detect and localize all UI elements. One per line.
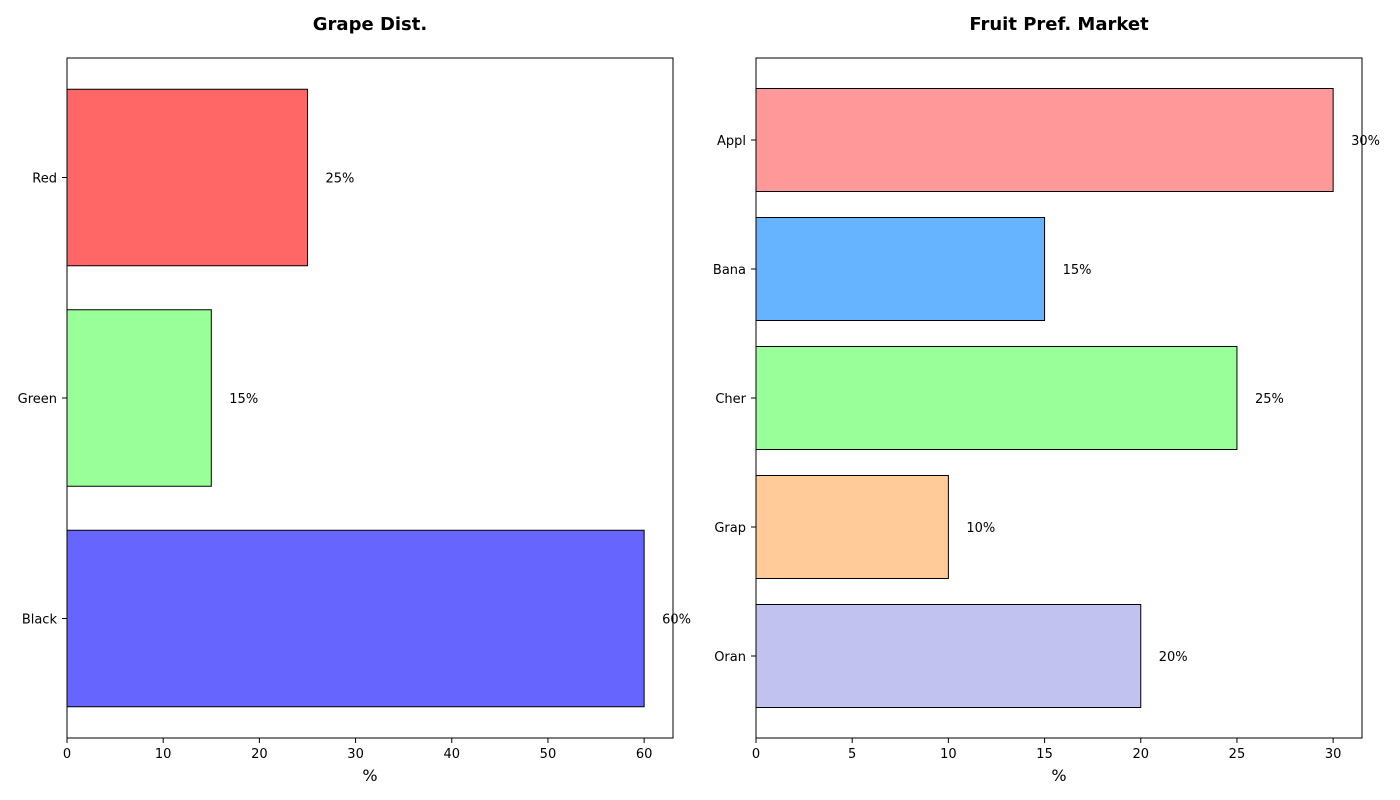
y-tick-label: Cher	[715, 392, 746, 407]
y-axis: Appl Bana Cher Grap Oran	[713, 134, 756, 665]
x-tick-label: 20	[251, 747, 268, 762]
x-tick-label: 30	[347, 747, 364, 762]
bar-cher	[755, 346, 1238, 450]
bars	[66, 88, 645, 708]
bar-red	[66, 88, 308, 267]
x-axis: 0 5 10 15 20 25 30	[752, 738, 1342, 762]
bar-oran	[755, 604, 1142, 708]
value-label-green: 15%	[229, 392, 258, 407]
chart-fruit-preference-market: Fruit Pref. Market 30% 15% 25% 10% 20% Appl B…	[713, 14, 1380, 785]
y-axis: Red Green Black	[18, 172, 67, 628]
x-tick-label: 15	[1036, 747, 1053, 762]
x-tick-label: 10	[940, 747, 957, 762]
x-axis: 0 10 20 30 40 50 60	[63, 738, 653, 762]
value-label-bana: 15%	[1063, 263, 1092, 278]
x-tick-label: 30	[1325, 747, 1342, 762]
x-tick-label: 20	[1132, 747, 1149, 762]
x-tick-label: 0	[752, 747, 760, 762]
y-tick-label: Black	[22, 613, 58, 628]
x-tick-label: 60	[636, 747, 653, 762]
x-tick-label: 0	[63, 747, 71, 762]
bar-green	[66, 309, 212, 487]
value-label-oran: 20%	[1159, 650, 1188, 665]
chart-grape-distribution: Grape Dist. 25% 15% 60% Red Green Black 0 10 2…	[18, 14, 691, 785]
y-tick-label: Bana	[713, 263, 746, 278]
value-label-red: 25%	[325, 172, 354, 187]
bar-black	[66, 529, 645, 708]
bar-appl	[755, 88, 1334, 192]
y-tick-label: Appl	[717, 134, 746, 149]
x-tick-label: 25	[1229, 747, 1246, 762]
chart-title: Fruit Pref. Market	[969, 14, 1149, 35]
x-tick-label: 50	[540, 747, 557, 762]
y-tick-label: Red	[32, 172, 57, 187]
x-axis-label: %	[1051, 766, 1066, 785]
value-labels: 25% 15% 60%	[229, 172, 691, 628]
x-tick-label: 40	[443, 747, 460, 762]
x-tick-label: 10	[155, 747, 172, 762]
y-tick-label: Green	[18, 392, 57, 407]
chart-title: Grape Dist.	[313, 14, 427, 35]
value-labels: 30% 15% 25% 10% 20%	[966, 134, 1380, 665]
value-label-appl: 30%	[1351, 134, 1380, 149]
value-label-black: 60%	[662, 613, 691, 628]
value-label-cher: 25%	[1255, 392, 1284, 407]
bar-bana	[755, 217, 1046, 321]
value-label-grap: 10%	[966, 521, 995, 536]
x-axis-label: %	[362, 766, 377, 785]
y-tick-label: Oran	[714, 650, 746, 665]
x-tick-label: 5	[848, 747, 856, 762]
bar-grap	[755, 475, 949, 579]
bars	[755, 88, 1334, 708]
y-tick-label: Grap	[714, 521, 746, 536]
